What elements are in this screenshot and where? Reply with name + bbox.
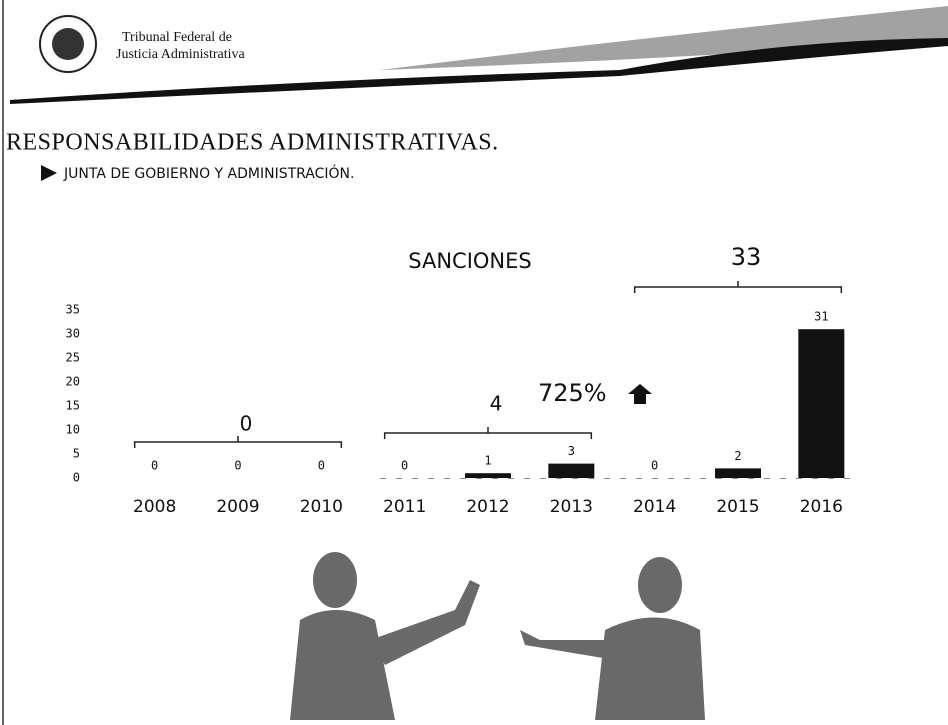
data-label: 0 [151,459,158,473]
x-tick-label: 2015 [716,497,759,517]
x-tick-label: 2013 [550,497,593,517]
data-label: 0 [651,459,658,473]
x-tick-label: 2016 [800,497,843,517]
x-tick-label: 2014 [633,497,676,517]
y-tick-label: 25 [66,351,80,365]
data-label: 3 [568,444,575,458]
data-label: 1 [484,454,491,468]
y-tick-label: 0 [73,471,80,485]
data-label: 0 [318,459,325,473]
bar [798,329,844,478]
data-label: 2 [734,449,741,463]
y-tick-label: 15 [66,399,80,413]
group-label: 4 [490,392,503,416]
header-line-2: Justicia Administrativa [116,47,245,62]
y-tick-label: 5 [73,447,80,461]
growth-label: 725% [538,379,607,407]
y-tick-label: 10 [66,423,80,437]
data-label: 0 [234,459,241,473]
chart-title: SANCIONES [408,249,532,273]
header-line-1: Tribunal Federal de [122,30,232,45]
data-label: 0 [401,459,408,473]
y-tick-label: 20 [66,375,80,389]
bar [465,473,511,478]
x-tick-label: 2008 [133,497,176,517]
x-tick-label: 2011 [383,497,426,517]
y-tick-label: 35 [66,303,80,317]
y-tick-label: 30 [66,327,80,341]
bullet-text: JUNTA DE GOBIERNO Y ADMINISTRACIÓN. [63,164,354,182]
group-label: 33 [731,243,762,271]
x-tick-label: 2010 [300,497,343,517]
x-tick-label: 2009 [216,497,259,517]
group-label: 0 [240,412,253,436]
slide: Tribunal Federal de Justicia Administrat… [0,0,948,725]
logo-center [52,28,84,60]
bar [548,464,594,478]
bar [715,468,761,478]
data-label: 31 [814,310,828,324]
section-title: RESPONSABILIDADES ADMINISTRATIVAS. [6,130,499,156]
x-tick-label: 2012 [466,497,509,517]
